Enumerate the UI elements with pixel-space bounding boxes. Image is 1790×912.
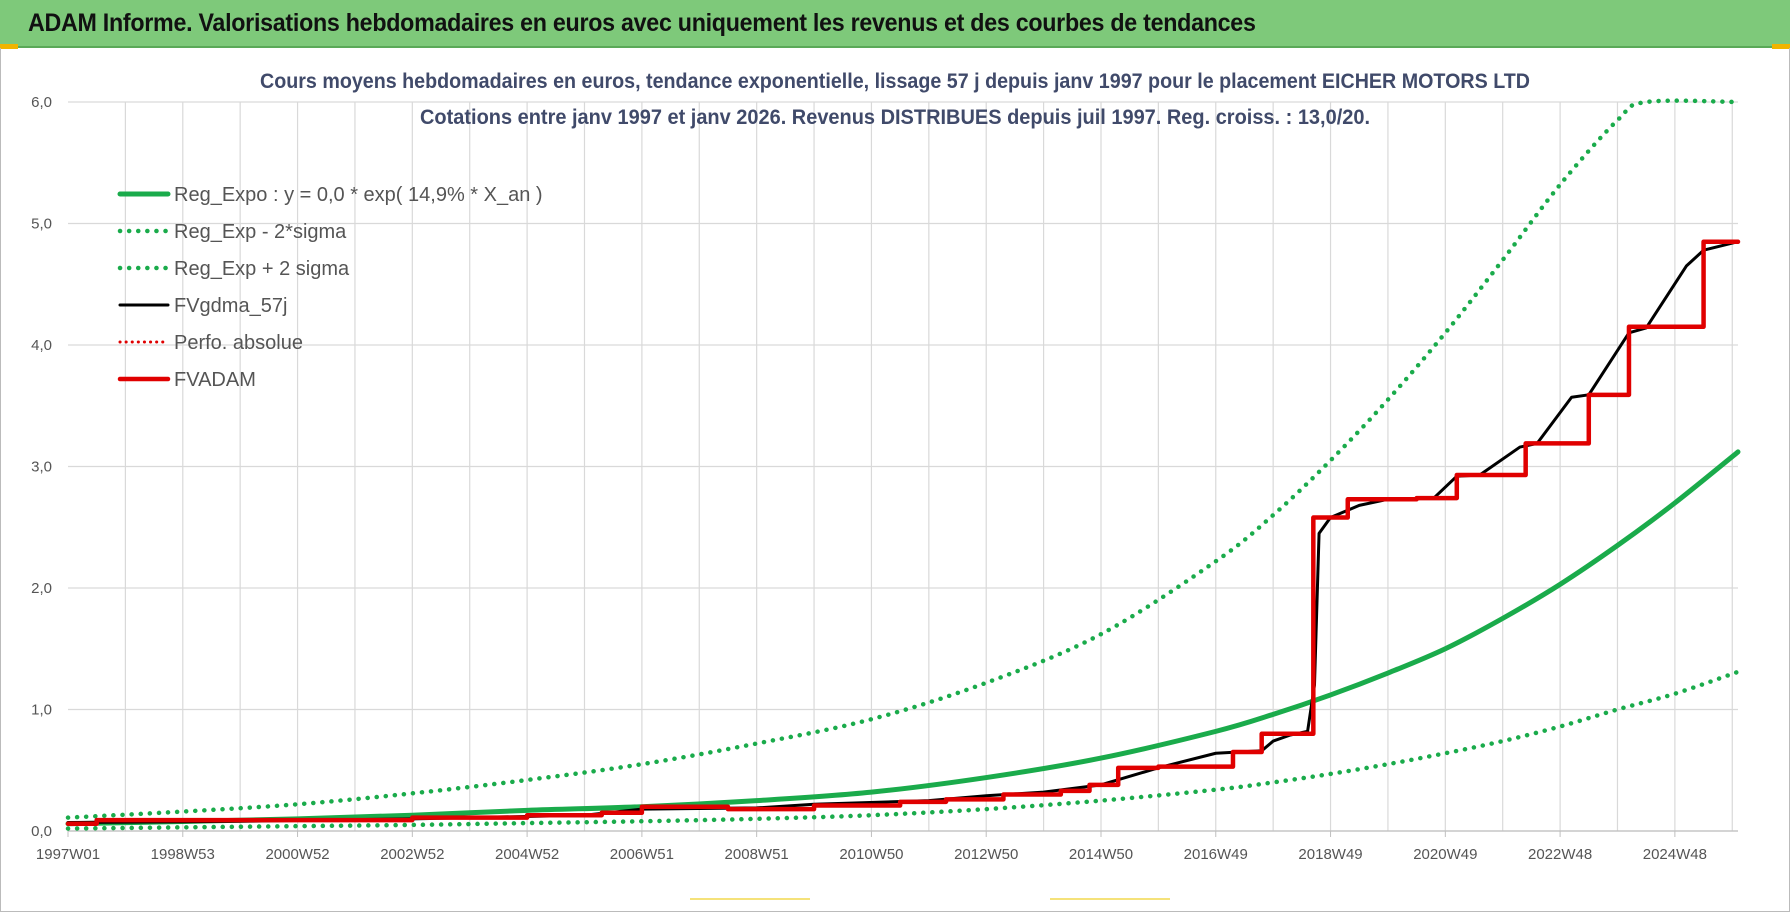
x-tick-label: 2020W49 <box>1413 846 1477 863</box>
legend-label: FVgdma_57j <box>174 295 287 317</box>
series-group <box>65 98 1741 831</box>
bottom-marker <box>690 898 810 900</box>
x-tick-label: 1998W53 <box>151 846 215 863</box>
x-tick-label: 2008W51 <box>725 846 789 863</box>
y-tick-label: 4,0 <box>31 337 52 354</box>
series-line-2 <box>65 98 1741 820</box>
legend-label: Reg_Exp + 2 sigma <box>174 258 350 280</box>
legend-label: Reg_Exp - 2*sigma <box>174 221 347 243</box>
x-tick-label: 2016W49 <box>1184 846 1248 863</box>
legend-label: Perfo. absolue <box>174 332 303 354</box>
corner-mark-left <box>0 44 18 49</box>
chart-titles: Cours moyens hebdomadaires en euros, ten… <box>260 70 1530 129</box>
x-tick-label: 2022W48 <box>1528 846 1592 863</box>
chart: 0,0 1,0 2,0 3,0 4,0 5,0 6,0 1997W01 1998W53 2000… <box>31 70 1741 863</box>
x-tick-label: 2012W50 <box>954 846 1018 863</box>
y-tick-label: 3,0 <box>31 459 52 476</box>
y-tick-label: 5,0 <box>31 216 52 233</box>
x-tick-label: 2004W52 <box>495 846 559 863</box>
x-tick-label: 2010W50 <box>839 846 903 863</box>
series-line-0 <box>65 449 1741 827</box>
x-tick-label: 2014W50 <box>1069 846 1133 863</box>
y-tick-label: 1,0 <box>31 702 52 719</box>
header-bar: ADAM Informe. Valorisations hebdomadaire… <box>0 0 1790 48</box>
corner-mark-right <box>1772 44 1790 49</box>
legend: Reg_Expo : y = 0,0 * exp( 14,9% * X_an )… <box>117 184 543 391</box>
y-axis: 0,0 1,0 2,0 3,0 4,0 5,0 6,0 <box>31 94 52 840</box>
legend-label: FVADAM <box>174 369 256 391</box>
y-tick-label: 0,0 <box>31 823 52 840</box>
x-tick-label: 1997W01 <box>36 846 100 863</box>
x-tick-label: 2018W49 <box>1298 846 1362 863</box>
x-tick-label: 2006W51 <box>610 846 674 863</box>
series-line-3 <box>66 240 1740 824</box>
x-tick-label: 2024W48 <box>1643 846 1707 863</box>
series-line-5 <box>65 239 1741 826</box>
x-tick-label: 2000W52 <box>265 846 329 863</box>
chart-title: Cours moyens hebdomadaires en euros, ten… <box>260 70 1530 93</box>
page-title: ADAM Informe. Valorisations hebdomadaire… <box>28 9 1256 37</box>
y-tick-label: 2,0 <box>31 580 52 597</box>
x-tick-label: 2002W52 <box>380 846 444 863</box>
y-tick-label: 6,0 <box>31 94 52 111</box>
legend-label: Reg_Expo : y = 0,0 * exp( 14,9% * X_an ) <box>174 184 543 206</box>
bottom-marker <box>1050 898 1170 900</box>
series-line-1 <box>65 669 1741 831</box>
grid <box>68 101 1738 832</box>
chart-subtitle: Cotations entre janv 1997 et janv 2026. … <box>420 106 1370 129</box>
x-axis: 1997W01 1998W53 2000W52 2002W52 2004W52 2006W… <box>36 831 1707 863</box>
